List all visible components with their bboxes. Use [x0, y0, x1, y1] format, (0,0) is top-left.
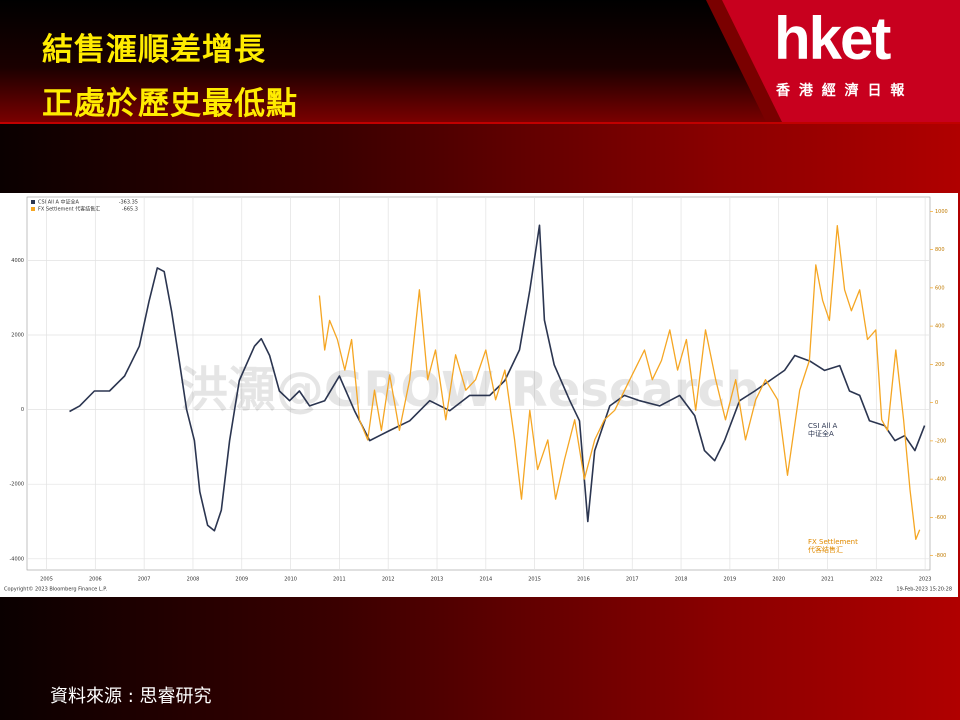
- x-tick-label: 2007: [138, 577, 151, 583]
- y2-tick-label: 200: [935, 362, 945, 368]
- y2-tick-label: 600: [935, 285, 945, 291]
- x-tick-label: 2005: [40, 577, 53, 583]
- legend-label: CSI All A 中证全A: [38, 199, 80, 206]
- x-tick-label: 2006: [89, 577, 102, 583]
- logo-subtitle: 香 港 經 濟 日 報: [776, 83, 907, 99]
- x-tick-label: 2008: [187, 577, 200, 583]
- x-tick-label: 2021: [821, 577, 834, 583]
- y-tick-label: 2000: [11, 333, 24, 339]
- legend-swatch: [31, 207, 35, 211]
- title-line: 結售滙順差增長: [42, 32, 266, 68]
- y2-tick-label: 0: [935, 400, 938, 406]
- title-line: 正處於歷史最低點: [42, 86, 298, 122]
- x-tick-label: 2023: [919, 577, 932, 583]
- x-tick-label: 2010: [284, 577, 297, 583]
- series-line: [69, 224, 926, 532]
- x-tick-label: 2014: [479, 577, 492, 583]
- x-tick-label: 2020: [772, 577, 785, 583]
- x-tick-label: 2016: [577, 577, 590, 583]
- x-tick-label: 2019: [724, 577, 737, 583]
- y2-tick-label: 400: [935, 324, 945, 330]
- y-tick-label: -2000: [9, 482, 24, 488]
- x-tick-label: 2018: [675, 577, 688, 583]
- y2-tick-label: 800: [935, 247, 945, 253]
- annotation: FX Settlement: [808, 538, 858, 546]
- series-line: [318, 225, 921, 541]
- y2-tick-label: -800: [935, 553, 946, 559]
- legend-value: -363.35: [119, 200, 138, 206]
- annotation: CSI All A: [808, 422, 838, 430]
- chart: 2005 2006 2007 2008 2009 2010 2011 2012 2013 2014…: [0, 193, 958, 597]
- annotation: 代客结售汇: [808, 545, 843, 554]
- x-tick-label: 2015: [528, 577, 541, 583]
- plot-area: [26, 196, 931, 571]
- watermark: 洪灝@GROW Research: [180, 362, 760, 418]
- x-tick-label: 2011: [333, 577, 346, 583]
- x-tick-label: 2022: [870, 577, 883, 583]
- legend-label: FX Settlement 代客结售汇: [38, 206, 100, 213]
- y2-tick-label: -400: [935, 477, 946, 483]
- y-tick-label: 4000: [11, 258, 24, 264]
- x-tick-label: 2017: [626, 577, 639, 583]
- x-tick-label: 2012: [382, 577, 395, 583]
- logo-background: [706, 0, 960, 122]
- source-note: 資料來源 : 思睿研究: [50, 686, 212, 707]
- x-tick-label: 2009: [235, 577, 248, 583]
- y2-tick-label: 1000: [935, 209, 948, 215]
- header: 結售滙順差增長 正處於歷史最低點 hket 香 港 經 濟 日 報: [0, 0, 960, 124]
- y2-tick-label: -600: [935, 515, 946, 521]
- y-tick-label: 0: [21, 407, 24, 413]
- legend-value: -665.3: [122, 207, 138, 213]
- annotation: 中证全A: [808, 429, 834, 438]
- y2-tick-label: -200: [935, 438, 946, 444]
- x-tick-label: 2013: [431, 577, 444, 583]
- legend-swatch: [31, 200, 35, 204]
- chart-footer: 19-Feb-2023 15:20:28: [896, 587, 952, 593]
- chart-footer: Copyright© 2023 Bloomberg Finance L.P.: [4, 586, 107, 593]
- logo: hket: [774, 5, 891, 72]
- y-tick-label: -4000: [9, 556, 24, 562]
